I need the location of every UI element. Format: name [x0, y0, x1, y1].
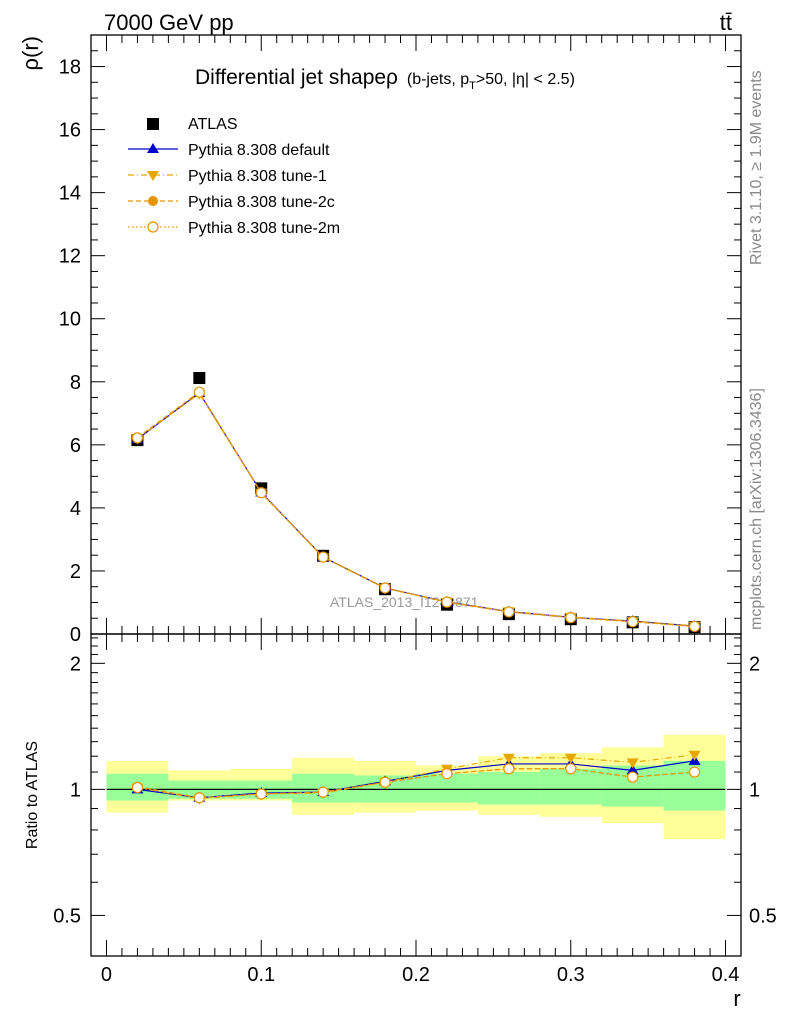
ratio-series-point-4	[441, 768, 453, 780]
ratio-series-point-4	[131, 781, 144, 794]
legend-label-tune-2c: Pythia 8.308 tune-2c	[188, 194, 335, 211]
ratio-series-point-2	[626, 758, 639, 769]
plot-title-sub: (b-jets, p	[407, 71, 469, 88]
ratio-series-point-4	[627, 771, 639, 783]
ratio-series-point-4	[503, 763, 515, 775]
plot-title-main: Differential jet shapeρ	[195, 66, 398, 89]
header-left: 7000 GeV pp	[104, 10, 234, 35]
ratio-panel: 0.5 0.51 12 2 0 0.1 0.2 0.3 0.4 Ratio to ATLAS …	[24, 633, 777, 1011]
legend-label-tune-2m: Pythia 8.308 tune-2m	[188, 220, 340, 237]
main-axis-ticks	[91, 34, 741, 635]
analysis-watermark: ATLAS_2013_I1243871	[330, 594, 479, 610]
legend-label-tune-1: Pythia 8.308 tune-1	[188, 168, 327, 185]
x-tick-labels: 0 0.1 0.2 0.3 0.4	[101, 964, 740, 986]
legend: ATLAS Pythia 8.308 default Pythia 8.308 …	[128, 116, 340, 237]
atlas-data-point	[193, 372, 206, 385]
legend-item-tune-1: Pythia 8.308 tune-1	[128, 168, 327, 185]
main-series-point-4	[317, 551, 329, 563]
legend-label-default: Pythia 8.308 default	[188, 142, 330, 159]
legend-item-tune-2c: Pythia 8.308 tune-2c	[128, 194, 335, 211]
ratio-series-point-4	[688, 766, 701, 778]
ratio-y-tick-label-right: 1	[749, 779, 760, 801]
x-axis-label: r	[733, 986, 740, 1011]
ratio-y-tick-label-right: 2	[749, 653, 760, 675]
main-series-line-4	[137, 391, 695, 628]
legend-marker-tune-2m	[147, 221, 159, 233]
ratio-y-tick-label-right: 0.5	[749, 905, 777, 927]
ratio-band-inner	[539, 768, 602, 805]
ratio-series-point-4	[255, 788, 267, 800]
main-y-tick-label: 2	[70, 561, 81, 583]
legend-label-atlas: ATLAS	[188, 116, 238, 133]
ratio-series-point-4	[379, 776, 391, 788]
ratio-y-tick-label: 1	[70, 779, 81, 801]
main-y-tick-label: 6	[70, 435, 81, 457]
rivet-label: Rivet 3.1.10, ≥ 1.9M events	[748, 70, 765, 265]
main-series-point-4	[193, 386, 205, 398]
main-y-tick-label: 14	[59, 183, 81, 205]
x-tick-label: 0.2	[402, 964, 430, 986]
ratio-band-inner	[477, 772, 540, 805]
x-tick-label: 0.3	[557, 964, 585, 986]
ratio-axis-ticks	[91, 634, 741, 957]
ratio-series-line-4	[137, 768, 695, 799]
ratio-frame	[90, 633, 742, 957]
x-tick-label: 0.4	[712, 964, 740, 986]
legend-item-default: Pythia 8.308 default	[128, 142, 330, 159]
ratio-series-point-1	[626, 764, 639, 775]
header-right: tt̄	[720, 10, 732, 35]
main-y-axis-label: ρ(r)	[18, 36, 43, 71]
main-series-point-4	[565, 612, 577, 624]
main-y-tick-label: 10	[59, 309, 81, 331]
ratio-series-point-4	[565, 763, 577, 775]
ratio-series	[131, 750, 701, 805]
ratio-series-point-4	[193, 792, 205, 804]
plot-title-sub-rest: >50, |η| < 2.5)	[476, 71, 575, 88]
x-tick-label: 0.1	[247, 964, 275, 986]
main-y-tick-label: 12	[59, 246, 81, 268]
main-panel: 0 2 4 6 8 10 12 14 16 18 ATLAS_2013_I1243871 Diff…	[18, 34, 742, 646]
legend-marker-tune-2c	[148, 196, 158, 206]
ratio-y-tick-label: 0.5	[53, 905, 81, 927]
legend-marker-default	[147, 143, 159, 153]
main-series-point-4	[441, 596, 453, 608]
ratio-y-axis-label: Ratio to ATLAS	[24, 741, 41, 849]
main-y-tick-label: 0	[70, 624, 81, 646]
legend-marker-tune-1	[147, 171, 159, 181]
legend-item-atlas: ATLAS	[147, 116, 238, 133]
legend-item-tune-2m: Pythia 8.308 tune-2m	[128, 220, 340, 237]
main-y-tick-label: 16	[59, 120, 81, 142]
ratio-series-point-2	[688, 750, 701, 761]
ratio-series-line-1	[137, 760, 695, 799]
main-series-line-1	[137, 391, 695, 627]
main-series	[131, 372, 701, 634]
ratio-series-line-2	[137, 754, 695, 800]
main-y-tick-label: 8	[70, 372, 81, 394]
main-y-tick-labels: 0 2 4 6 8 10 12 14 16 18	[59, 57, 81, 646]
ratio-series-point-4	[317, 786, 329, 798]
plot-title: Differential jet shapeρ (b-jets, pT>50, …	[195, 66, 575, 92]
main-y-tick-label: 18	[59, 57, 81, 79]
ratio-uncertainty-bands	[106, 734, 726, 840]
ratio-series-point-2	[564, 753, 577, 764]
main-series-line-2	[137, 392, 695, 627]
legend-marker-atlas	[147, 118, 159, 130]
ratio-y-tick-label: 2	[70, 653, 81, 675]
main-series-point-4	[131, 432, 144, 444]
plot-title-sub-T: T	[469, 80, 476, 92]
main-y-tick-label: 4	[70, 498, 81, 520]
ratio-series-point-2	[502, 753, 515, 764]
x-tick-label: 0	[101, 964, 112, 986]
ratio-y-tick-labels: 0.5 0.5 1 1 2 2	[53, 653, 777, 927]
main-series-point-4	[503, 606, 515, 618]
main-series-point-4	[688, 620, 701, 633]
mcplots-label: mcplots.cern.ch [arXiv:1306.3436]	[748, 388, 765, 630]
main-series-point-4	[627, 616, 639, 628]
main-series-point-4	[255, 487, 267, 499]
main-series-point-4	[379, 582, 391, 594]
